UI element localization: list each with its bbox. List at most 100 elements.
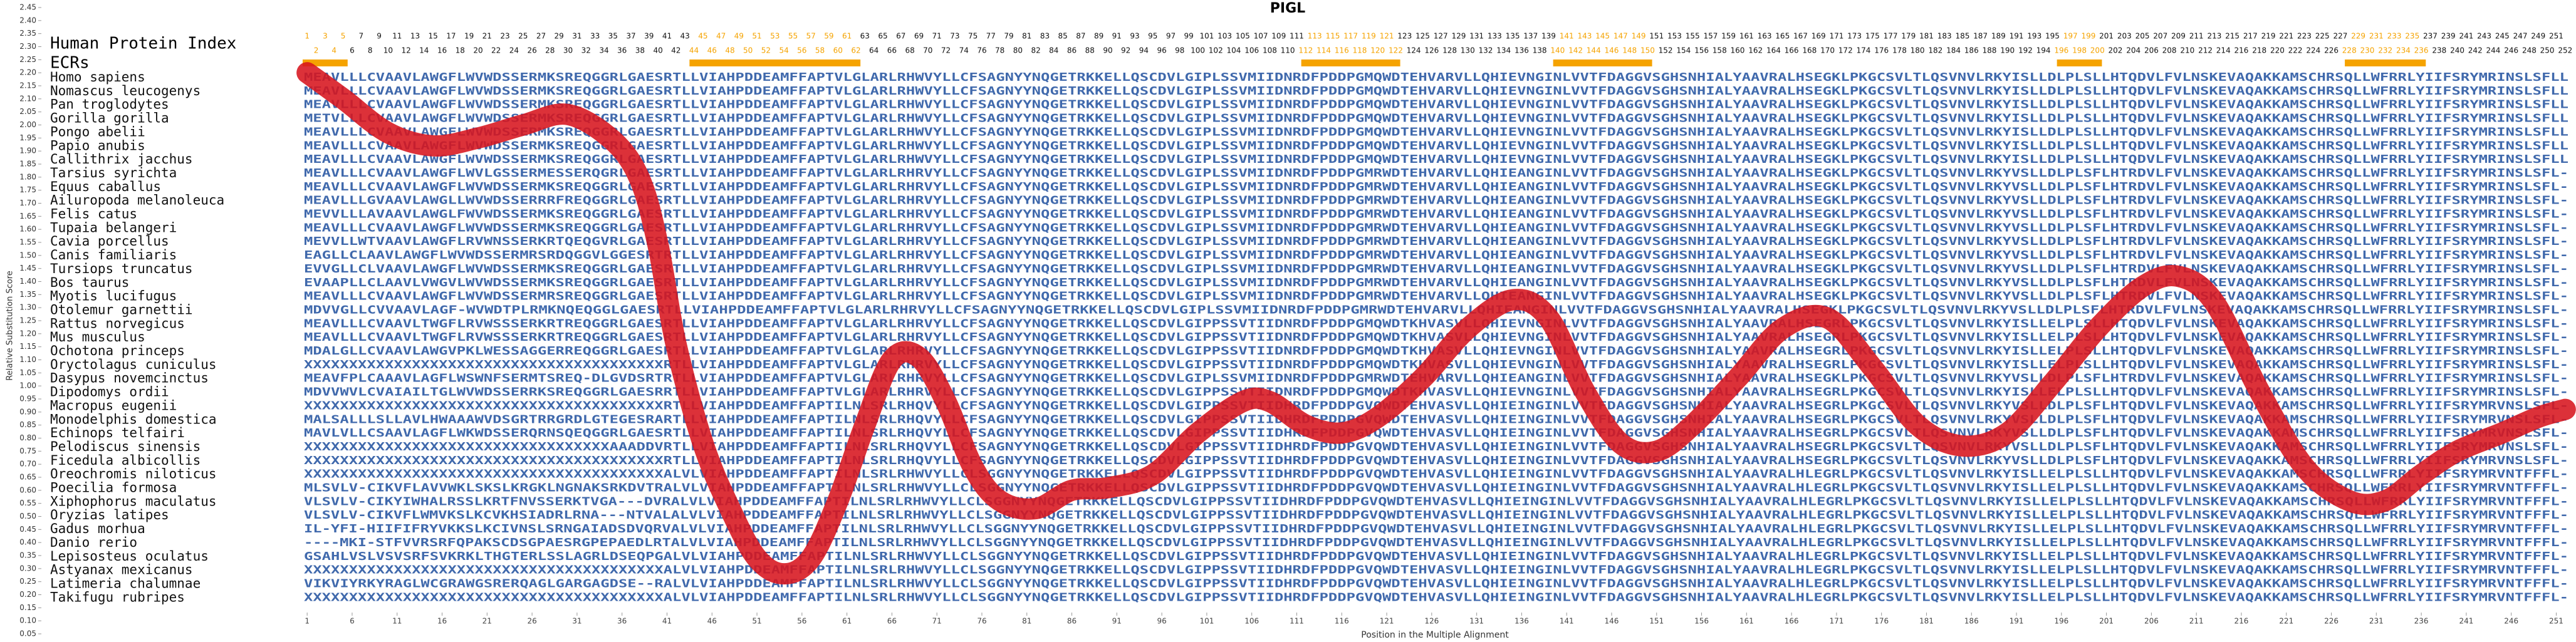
species-sequence: ----MKI-STFVVRSRFQPAKSCDSGPAESRGPEPAEDLR… [304,536,2568,549]
species-name: Rattus norvegicus [50,316,185,331]
y-tick-label: 0.45 [19,525,36,534]
protein-index-number: 20 [473,46,482,55]
y-tick-label: 2.20 [19,68,36,77]
protein-index-number: 105 [1236,32,1250,41]
species-name: Astyanax mexicanus [50,562,193,577]
protein-index-number: 220 [2270,46,2285,55]
protein-index-number: 238 [2432,46,2446,55]
protein-index-number: 186 [1964,46,1979,55]
y-tick-label: 0.90 [19,407,36,416]
y-tick-label: 0.75 [19,447,36,455]
protein-index-number: 218 [2252,46,2266,55]
protein-index-number: 160 [1731,46,1745,55]
y-tick-label: 1.05 [19,368,36,377]
species-sequence: IL-YFI-HIIFIFRYVKKSLKCIVNSLSRNGAIADSDVQR… [304,522,2568,536]
protein-index-number: 21 [482,32,492,41]
y-tick-label: 1.15 [19,342,36,351]
species-sequence: MALSALLLSLLAVLHWAAAWVDSGRTRRGRDLGTEGESRA… [304,413,2568,426]
species-sequence: XXXXXXXXXXXXXXXXXXXXXXXXXXXXXXXXXXAAADDV… [304,440,2568,453]
species-sequence: MEAVLLLCVAAVLAWGFLWVWDSSERMKSREQGGRLGAES… [304,71,2568,84]
protein-index-number: 248 [2522,46,2537,55]
x-tick-label: 146 [1605,617,1619,626]
protein-index-number: 161 [1739,32,1754,41]
species-name: Bos taurus [50,275,129,290]
protein-index-number: 88 [1085,46,1095,55]
protein-index-number: 148 [1622,46,1637,55]
protein-index-number: 115 [1325,32,1340,41]
y-tick-label: 1.45 [19,264,36,272]
protein-index-number: 182 [1928,46,1942,55]
species-name: Takifugu rubripes [50,589,185,604]
protein-index-number: 181 [1919,32,1934,41]
protein-index-number: 241 [2459,32,2473,41]
protein-index-number: 179 [1901,32,1916,41]
protein-index-number: 252 [2558,46,2572,55]
y-tick-label: 0.80 [19,433,36,442]
species-name: Myotis lucifugus [50,289,177,304]
species-name: Latimeria chalumnae [50,576,201,591]
y-tick-label: 1.40 [19,277,36,286]
protein-index-number: 5 [341,32,346,41]
x-tick-label: 246 [2504,617,2518,626]
y-tick-label: 1.00 [19,381,36,390]
y-tick-label: 1.60 [19,225,36,234]
x-tick-label: 171 [1829,617,1843,626]
species-name: Echinops telfairi [50,425,185,440]
protein-index-number: 144 [1587,46,1601,55]
x-tick-label: 221 [2279,617,2293,626]
species-name: Homo sapiens [50,70,145,85]
protein-index-number: 184 [1946,46,1961,55]
species-name: Cavia porcellus [50,234,169,249]
protein-index-number: 234 [2396,46,2411,55]
protein-index-number: 22 [491,46,501,55]
x-tick-label: 86 [1067,617,1077,626]
index-label: Human Protein Index [50,34,236,53]
protein-index-number: 86 [1067,46,1077,55]
x-tick-label: 21 [482,617,492,626]
protein-index-number: 208 [2162,46,2177,55]
species-name: Pan troglodytes [50,97,169,112]
protein-index-number: 48 [725,46,734,55]
protein-index-number: 168 [1802,46,1817,55]
protein-index-number: 200 [2090,46,2105,55]
protein-index-number: 134 [1496,46,1511,55]
species-sequence: MEAVLLLCVAAVLAWGFLWVWDSSERMKSREQGGRLGAES… [304,125,2568,138]
species-name: Otolemur garnettii [50,302,193,317]
x-tick-label: 206 [2144,617,2159,626]
species-name: Dasypus novemcinctus [50,371,209,386]
x-tick-label: 186 [1964,617,1979,626]
protein-index-number: 6 [350,46,355,55]
protein-index-number: 119 [1362,32,1376,41]
protein-index-number: 177 [1884,32,1898,41]
protein-index-number: 35 [608,32,618,41]
protein-index-number: 120 [1370,46,1385,55]
protein-index-number: 136 [1515,46,1529,55]
species-name: Monodelphis domestica [50,412,217,427]
protein-index-number: 143 [1577,32,1592,41]
x-tick-label: 196 [2054,617,2068,626]
protein-index-number: 171 [1829,32,1843,41]
protein-index-number: 142 [1568,46,1583,55]
protein-index-number: 72 [941,46,951,55]
x-tick-label: 176 [1874,617,1889,626]
protein-index-number: 127 [1434,32,1448,41]
protein-index-number: 36 [617,46,627,55]
species-sequence: METVLLLCVAAVLAWGFLWVWDSSERMKSREQGGRLGAES… [304,112,2568,125]
species-sequence: MEAVLLLCVAAVLAWGFLWVWDSSERMKSREQGGRLGAES… [304,139,2568,152]
y-tick-label: 2.10 [19,94,36,103]
protein-index-number: 145 [1595,32,1610,41]
y-tick-label: 1.75 [19,185,36,194]
x-tick-label: 6 [350,617,355,626]
protein-index-number: 250 [2540,46,2555,55]
y-axis-title: Relative Substitution Score [6,271,15,381]
protein-index-number: 113 [1308,32,1322,41]
protein-index-number: 129 [1451,32,1466,41]
x-tick-label: 251 [2549,617,2563,626]
protein-index-number: 126 [1424,46,1439,55]
y-tick-label: 0.85 [19,420,36,429]
protein-index-number: 28 [545,46,555,55]
species-sequence: MEAVLLLCVAAVLAWGFLWVWDSSERMKSREQGGRLGAES… [304,85,2568,98]
protein-index-number: 8 [368,46,373,55]
x-tick-label: 156 [1694,617,1709,626]
protein-index-number: 150 [1640,46,1655,55]
